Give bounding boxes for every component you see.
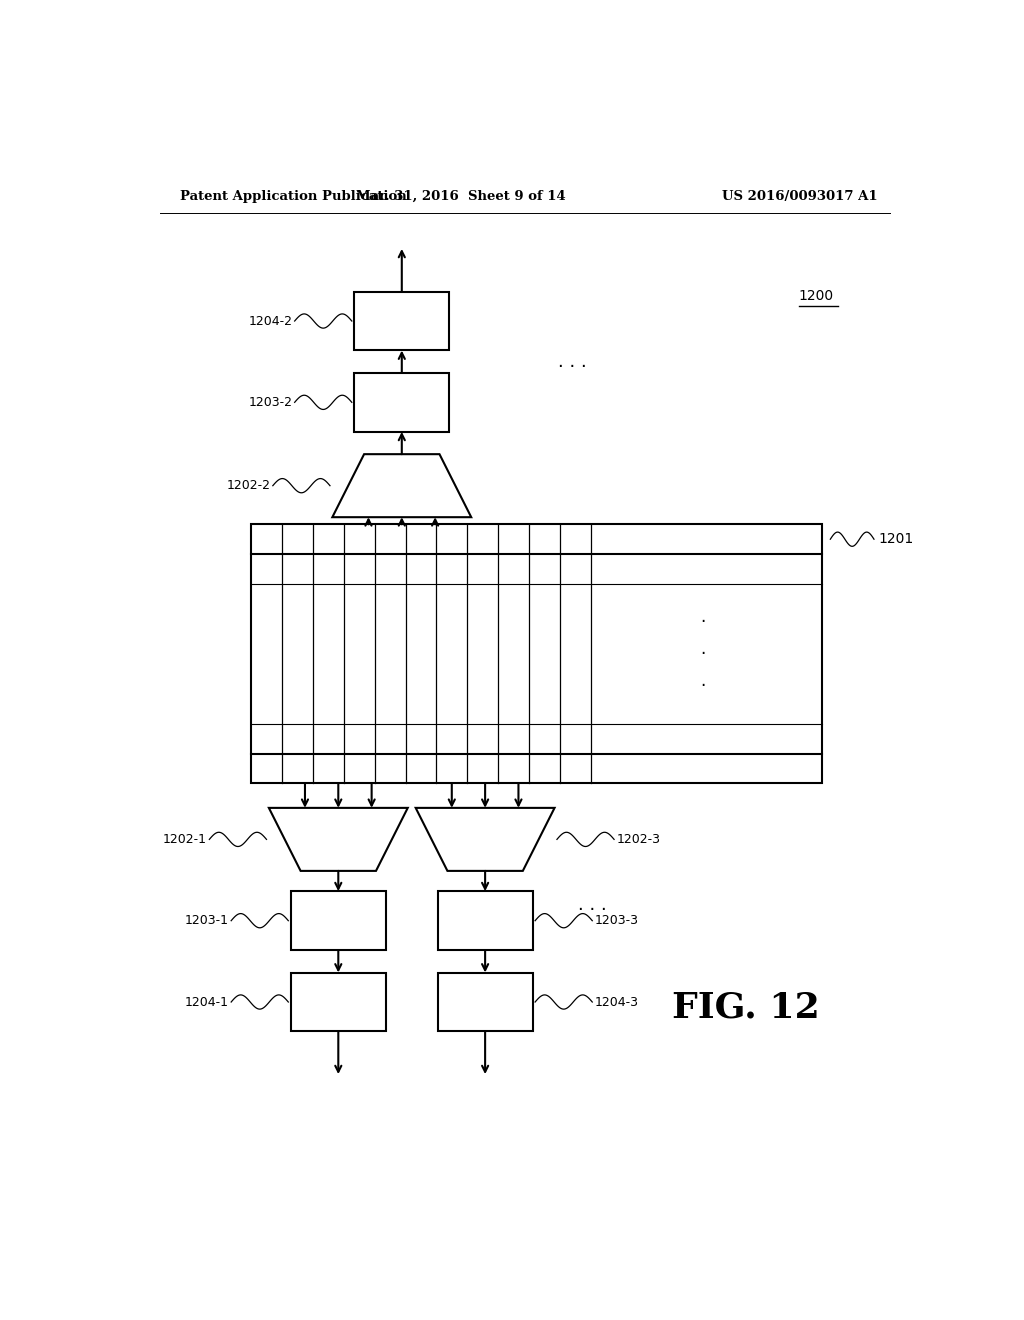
Text: 1204-2: 1204-2 (248, 314, 292, 327)
Bar (437, 891, 532, 950)
Bar (354, 292, 450, 351)
Bar (437, 973, 532, 1031)
Bar (291, 891, 386, 950)
Text: 1202-1: 1202-1 (163, 833, 207, 846)
Text: 1204-3: 1204-3 (595, 995, 639, 1008)
Text: 1204-1: 1204-1 (184, 995, 228, 1008)
Text: 1202-3: 1202-3 (616, 833, 660, 846)
Bar (251, 524, 822, 784)
Text: . . .: . . . (578, 896, 606, 915)
Polygon shape (416, 808, 555, 871)
Text: 1200: 1200 (799, 289, 834, 302)
Polygon shape (333, 454, 471, 517)
Text: US 2016/0093017 A1: US 2016/0093017 A1 (722, 190, 878, 202)
Text: Mar. 31, 2016  Sheet 9 of 14: Mar. 31, 2016 Sheet 9 of 14 (356, 190, 566, 202)
Text: 1202-2: 1202-2 (226, 479, 270, 492)
Text: 1203-1: 1203-1 (184, 915, 228, 927)
Text: 1203-3: 1203-3 (595, 915, 639, 927)
Text: 1201: 1201 (878, 532, 913, 546)
Text: ·
·
·: · · · (699, 612, 706, 694)
Text: 1203-2: 1203-2 (248, 396, 292, 409)
Text: Patent Application Publication: Patent Application Publication (179, 190, 407, 202)
Bar (354, 372, 450, 432)
Polygon shape (269, 808, 408, 871)
Text: . . .: . . . (558, 352, 587, 371)
Bar (291, 973, 386, 1031)
Text: FIG. 12: FIG. 12 (672, 990, 819, 1024)
